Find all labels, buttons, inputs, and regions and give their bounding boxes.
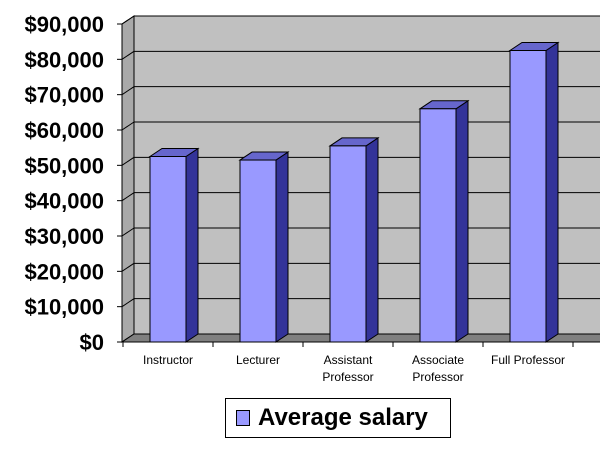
legend-swatch — [236, 410, 250, 426]
legend: Average salary — [225, 398, 451, 438]
bar-side — [545, 41, 559, 343]
x-tick-label: Professor — [322, 370, 373, 384]
bar — [238, 151, 290, 343]
bar-front — [419, 108, 457, 343]
y-tick-label: $50,000 — [24, 153, 104, 178]
bar — [508, 41, 560, 343]
bar — [148, 147, 200, 343]
y-tick-label: $0 — [80, 330, 104, 355]
gridline-depth — [121, 192, 135, 202]
bar-front — [239, 159, 277, 343]
gridline-depth — [121, 298, 135, 308]
gridline-depth — [121, 15, 135, 25]
bar — [328, 136, 380, 343]
bar-side — [185, 147, 199, 343]
gridline-depth — [121, 156, 135, 166]
y-tick-label: $40,000 — [24, 189, 104, 214]
bar-front — [509, 50, 547, 343]
bar-front — [329, 145, 367, 343]
x-tick-label: Professor — [412, 370, 463, 384]
gridline-depth — [121, 50, 135, 60]
x-tick-label: Assistant — [324, 353, 373, 367]
bar — [418, 99, 470, 343]
bars — [148, 41, 560, 343]
y-tick-label: $10,000 — [24, 295, 104, 320]
legend-label: Average salary — [258, 404, 428, 431]
x-axis-tick-labels: Instructor Lecturer Assistant Professor Asso… — [122, 342, 574, 384]
x-tick-label: Associate — [412, 353, 464, 367]
gridline-depth — [121, 262, 135, 272]
bar-front — [149, 156, 187, 343]
bar-side — [455, 99, 469, 343]
y-axis-tick-labels: $0 $10,000 $20,000 $30,000 $40,000 $50,000 $60… — [24, 12, 104, 355]
y-tick-label: $60,000 — [24, 118, 104, 143]
gridline-depth — [121, 86, 135, 96]
x-tick-label: Lecturer — [236, 353, 280, 367]
y-tick-label: $30,000 — [24, 224, 104, 249]
y-tick-label: $80,000 — [24, 47, 104, 72]
x-tick-label: Full Professor — [491, 353, 565, 367]
bar-side — [275, 151, 289, 343]
gridline-depth — [121, 121, 135, 131]
y-tick-label: $20,000 — [24, 259, 104, 284]
side-wall — [121, 15, 135, 343]
gridline-depth — [121, 227, 135, 237]
y-tick-label: $70,000 — [24, 83, 104, 108]
bar-side — [365, 136, 379, 343]
x-tick-label: Instructor — [143, 353, 193, 367]
y-tick-label: $90,000 — [24, 12, 104, 37]
